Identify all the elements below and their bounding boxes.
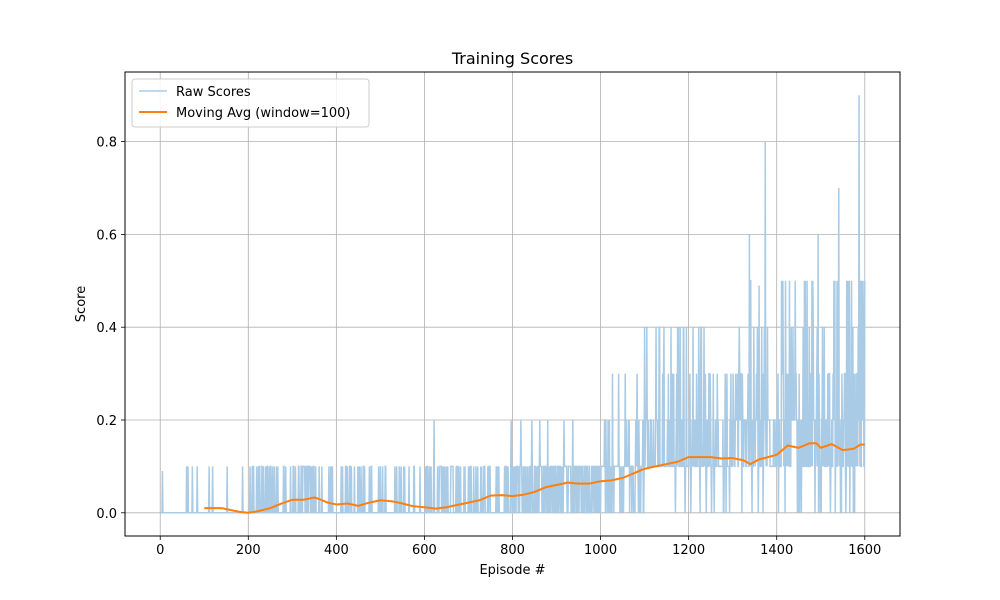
y-tick-label: 0.0 [96, 507, 117, 522]
tick-layer: 0 200 400 600 800 1000 1200 1400 1600 0.0 0.2 0.4 0.… [96, 136, 881, 558]
x-tick-label: 1000 [584, 543, 617, 558]
legend: Raw Scores Moving Avg (window=100) [131, 78, 370, 128]
x-tick-label: 1400 [760, 543, 793, 558]
moving-average-line [204, 442, 865, 514]
chart-title: Training Scores [451, 49, 573, 68]
y-tick-label: 0.8 [96, 136, 117, 151]
x-tick-label: 0 [156, 543, 164, 558]
x-tick-label: 200 [236, 543, 261, 558]
moving-average-series [204, 442, 865, 514]
x-axis-label: Episode # [479, 563, 545, 578]
y-axis-label: Score [74, 286, 89, 322]
x-tick-label: 1600 [848, 543, 881, 558]
legend-box [131, 78, 370, 128]
raw-scores-series [160, 95, 866, 514]
x-tick-label: 400 [324, 543, 349, 558]
legend-label-moving-average: Moving Avg (window=100) [176, 106, 350, 121]
raw-scores-line [160, 95, 866, 514]
x-tick-label: 800 [500, 543, 525, 558]
x-tick-label: 1200 [672, 543, 705, 558]
y-tick-label: 0.6 [96, 228, 117, 243]
x-tick-label: 600 [412, 543, 437, 558]
y-tick-label: 0.4 [96, 321, 117, 336]
y-tick-label: 0.2 [96, 414, 117, 429]
legend-label-raw-scores: Raw Scores [176, 85, 251, 100]
